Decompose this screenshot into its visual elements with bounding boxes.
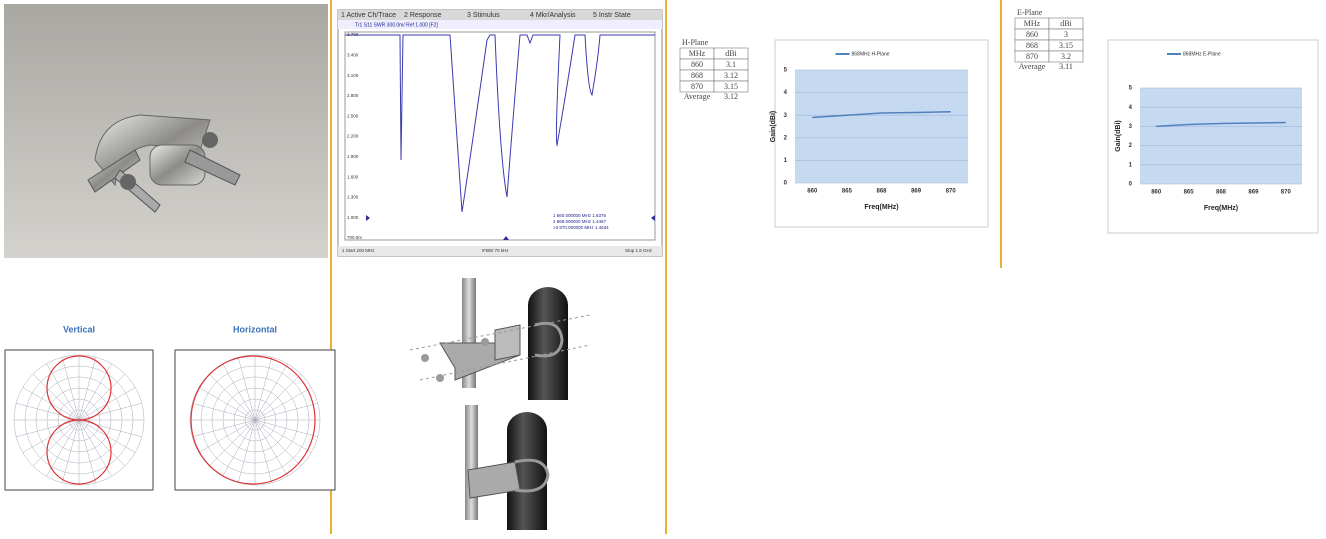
x-tick-label: 870 (946, 189, 957, 195)
table-cell (713, 80, 749, 93)
x-axis-title: Freq(MHz) (864, 204, 898, 211)
table-cell-text: 870 (1026, 52, 1038, 61)
x-tick-label: 868 (876, 189, 887, 195)
vna-y-tick-label: 2.200 (347, 134, 359, 139)
table-cell-text: 868 (691, 71, 703, 80)
pattern-curve (190, 355, 316, 485)
x-tick-label: 860 (1151, 190, 1162, 196)
vna-y-tick-label: 1.300 (347, 195, 359, 200)
table-cell-text: MHz (689, 49, 706, 58)
series-line (1156, 121, 1286, 128)
product-photo (4, 4, 328, 258)
y-tick-label: 4 (1129, 105, 1133, 111)
vna-y-tick-label: 2.500 (347, 113, 359, 118)
y-tick-label: 1 (1129, 162, 1133, 168)
pattern-title: Vertical (63, 324, 95, 334)
vna-ifbw: IFBW 70 kHz (482, 248, 509, 253)
table-cell (1048, 50, 1084, 63)
vna-menu-item: 4 Mkr/Analysis (530, 12, 576, 19)
y-tick-label: 4 (784, 90, 788, 96)
vna-marker: 2 868.000000 MHz 1.4467 (553, 219, 607, 224)
vna-y-tick-label: 2.800 (347, 93, 359, 98)
y-tick-label: 0 (1129, 182, 1133, 188)
polar-grid (192, 402, 318, 438)
table-cell-text: dBi (1060, 19, 1072, 28)
y-tick-label: 2 (784, 135, 788, 141)
vna-y-tick-label: 1.600 (347, 174, 359, 179)
y-tick-label: 1 (784, 158, 788, 164)
table-cell-text: 860 (1026, 30, 1038, 39)
table-cell-text: 3.15 (1059, 41, 1073, 50)
y-tick-label: 5 (1129, 86, 1133, 92)
vna-y-tick-label: 3.100 (347, 73, 359, 78)
pattern-title: Horizontal (233, 324, 277, 334)
vna-y-tick-label: 3.400 (347, 52, 359, 57)
table-cell-text: dBi (725, 49, 737, 58)
y-tick-label: 3 (1129, 124, 1133, 130)
table-title: H-Plane (682, 38, 709, 47)
table-average: 3.12 (724, 92, 738, 101)
y-axis-title: Gain(dBi) (1115, 120, 1122, 152)
vna-stop: Stop 1.6 GHz (625, 248, 653, 253)
legend-label: 868MHz H-Plane (852, 51, 890, 57)
y-tick-label: 5 (784, 68, 788, 74)
x-tick-label: 868 (1216, 190, 1227, 196)
table-title: E-Plane (1017, 8, 1043, 17)
x-tick-label: 869 (1248, 190, 1259, 196)
x-tick-label: 870 (1281, 190, 1292, 196)
series-line (812, 111, 951, 119)
table-cell-text: 868 (1026, 41, 1038, 50)
table-cell-text: 860 (691, 60, 703, 69)
vna-menu-item: 5 Instr State (593, 12, 631, 19)
table-cell-text: 3.15 (724, 82, 738, 91)
y-tick-label: 3 (784, 113, 788, 119)
y-tick-label: 2 (1129, 143, 1133, 149)
x-tick-label: 865 (842, 189, 853, 195)
table-cell-text: 3 (1064, 30, 1068, 39)
table-cell-text: 3.1 (726, 60, 736, 69)
table-cell-text: 3.12 (724, 71, 738, 80)
x-tick-label: 860 (807, 189, 818, 195)
y-axis-title: Gain(dBi) (770, 111, 777, 143)
vna-start: 1 Start 200 MHz (342, 248, 375, 253)
x-tick-label: 865 (1184, 190, 1195, 196)
plot-area (795, 70, 968, 183)
x-axis-title: Freq(MHz) (1204, 205, 1238, 212)
plot-area (1140, 88, 1302, 184)
x-tick-label: 869 (911, 189, 922, 195)
y-tick-label: 0 (784, 181, 788, 187)
vna-trace-label: Tr1 S11 SWR 300.0m/ Ref 1.000 [F2] (355, 22, 438, 28)
table-average: Average (684, 92, 711, 101)
vna-y-tick-label: 1.900 (347, 154, 359, 159)
vna-marker: 1 860.000000 MHz 1.6376 (553, 213, 607, 218)
pattern-curve (46, 419, 112, 485)
vna-menu-item: 3 Stimulus (467, 12, 500, 19)
table-cell-text: MHz (1024, 19, 1041, 28)
radiation-patterns (4, 349, 336, 491)
table-average: 3.11 (1059, 62, 1073, 71)
mounting-drawing (409, 278, 591, 530)
vna-menu-item: 2 Response (404, 12, 441, 19)
vna-menu-item: 1 Active Ch/Trace (341, 12, 396, 19)
table-cell-text: 870 (691, 82, 703, 91)
table-cell-text: 3.2 (1061, 52, 1071, 61)
vna-y-tick-label: 700.0m (347, 235, 362, 240)
vna-marker: >3 870.000000 MHz 1.4634 (553, 225, 609, 230)
vna-y-tick-label: 1.000 (347, 215, 359, 220)
vna-screen (337, 9, 663, 257)
legend-label: 868MHz E-Plane (1183, 51, 1221, 57)
vna-y-tick-label: 3.700 (347, 32, 359, 37)
table-average: Average (1019, 62, 1046, 71)
